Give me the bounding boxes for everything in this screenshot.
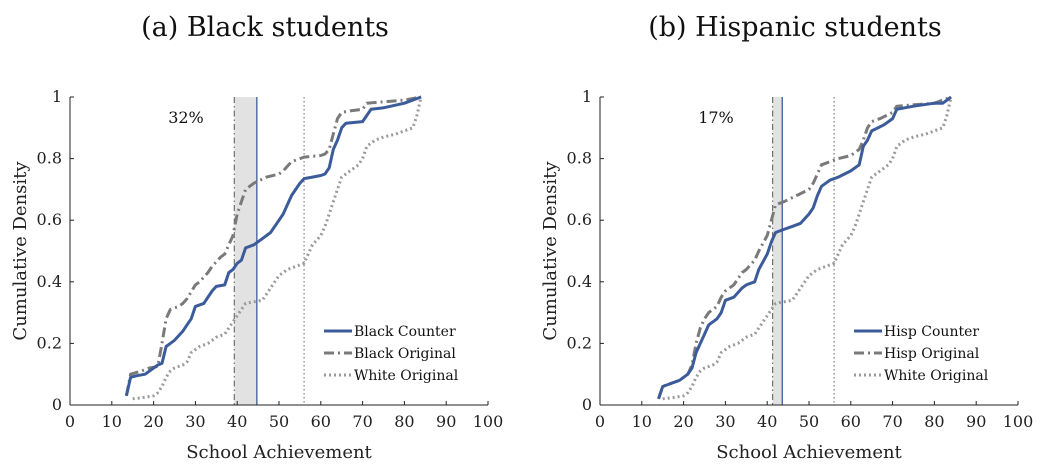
x-tick-label: 80 — [394, 412, 414, 431]
chart-black-students: 0 10 20 30 40 50 60 70 80 90 100 0 0.2 0.4 0.6 0.8 1 Scho… — [10, 87, 504, 463]
series-line-hisp-original — [657, 95, 952, 400]
y-axis-label: Cumulative Density — [540, 161, 561, 341]
x-tick-label: 50 — [269, 412, 289, 431]
x-tick-label: 80 — [924, 412, 944, 431]
x-tick-label: 70 — [352, 412, 372, 431]
x-tick-label: 30 — [715, 412, 735, 431]
legend-entry: Black Original — [354, 346, 456, 362]
series-line-white-original — [132, 96, 423, 401]
y-tick-label: 0.6 — [567, 210, 592, 229]
chart-hispanic-students: 0 10 20 30 40 50 60 70 80 90 100 0 0.2 0.4 0.6 0.8 1 Scho… — [540, 87, 1034, 463]
panel-black: (a) Black students 0 10 20 30 40 50 60 70 80 90 10… — [10, 12, 504, 463]
x-tick-label: 90 — [436, 412, 456, 431]
legend-entry: White Original — [354, 368, 459, 384]
series-line-white-original — [662, 96, 953, 401]
chart-title: (b) Hispanic students — [648, 12, 942, 43]
y-tick-label: 0 — [52, 395, 62, 414]
y-tick-label: 0.2 — [37, 333, 62, 352]
x-tick-label: 20 — [143, 412, 163, 431]
x-tick-label: 40 — [227, 412, 247, 431]
x-tick-label: 20 — [673, 412, 693, 431]
y-tick-label: 0 — [582, 395, 592, 414]
x-tick-label: 30 — [185, 412, 205, 431]
x-tick-label: 70 — [882, 412, 902, 431]
x-tick-label: 60 — [311, 412, 331, 431]
x-tick-label: 50 — [799, 412, 819, 431]
y-tick-label: 0.8 — [37, 149, 62, 168]
x-tick-label: 90 — [966, 412, 986, 431]
x-tick-label: 60 — [841, 412, 861, 431]
legend-entry: Black Counter — [354, 324, 456, 340]
y-axis-label: Cumulative Density — [10, 161, 31, 341]
panel-hispanic: (b) Hispanic students 0 10 20 30 40 50 60 70 80 9… — [530, 0, 1060, 464]
series-line-hisp-counter — [657, 95, 952, 400]
y-tick-label: 1 — [52, 87, 62, 106]
legend-entry: Hisp Original — [884, 346, 980, 362]
x-axis-label: School Achievement — [186, 442, 372, 463]
x-tick-label: 10 — [632, 412, 652, 431]
series-line-black-original — [124, 95, 422, 397]
share-annotation: 32% — [168, 108, 204, 127]
y-tick-label: 0.2 — [567, 333, 592, 352]
x-tick-label: 0 — [595, 412, 605, 431]
share-annotation: 17% — [698, 108, 734, 127]
x-tick-label: 10 — [102, 412, 122, 431]
x-tick-label: 40 — [757, 412, 777, 431]
y-tick-label: 0.6 — [37, 210, 62, 229]
shaded-region — [772, 97, 783, 405]
x-tick-label: 0 — [65, 412, 75, 431]
y-tick-label: 1 — [582, 87, 592, 106]
legend-entry: White Original — [884, 368, 989, 384]
y-tick-label: 0.4 — [567, 272, 592, 291]
series-line-black-counter — [124, 95, 422, 397]
legend-entry: Hisp Counter — [884, 324, 979, 340]
y-tick-label: 0.4 — [37, 272, 62, 291]
chart-title: (a) Black students — [141, 12, 389, 43]
x-axis-label: School Achievement — [716, 442, 902, 463]
y-tick-label: 0.8 — [567, 149, 592, 168]
x-tick-label: 100 — [1003, 412, 1034, 431]
x-tick-label: 100 — [473, 412, 504, 431]
